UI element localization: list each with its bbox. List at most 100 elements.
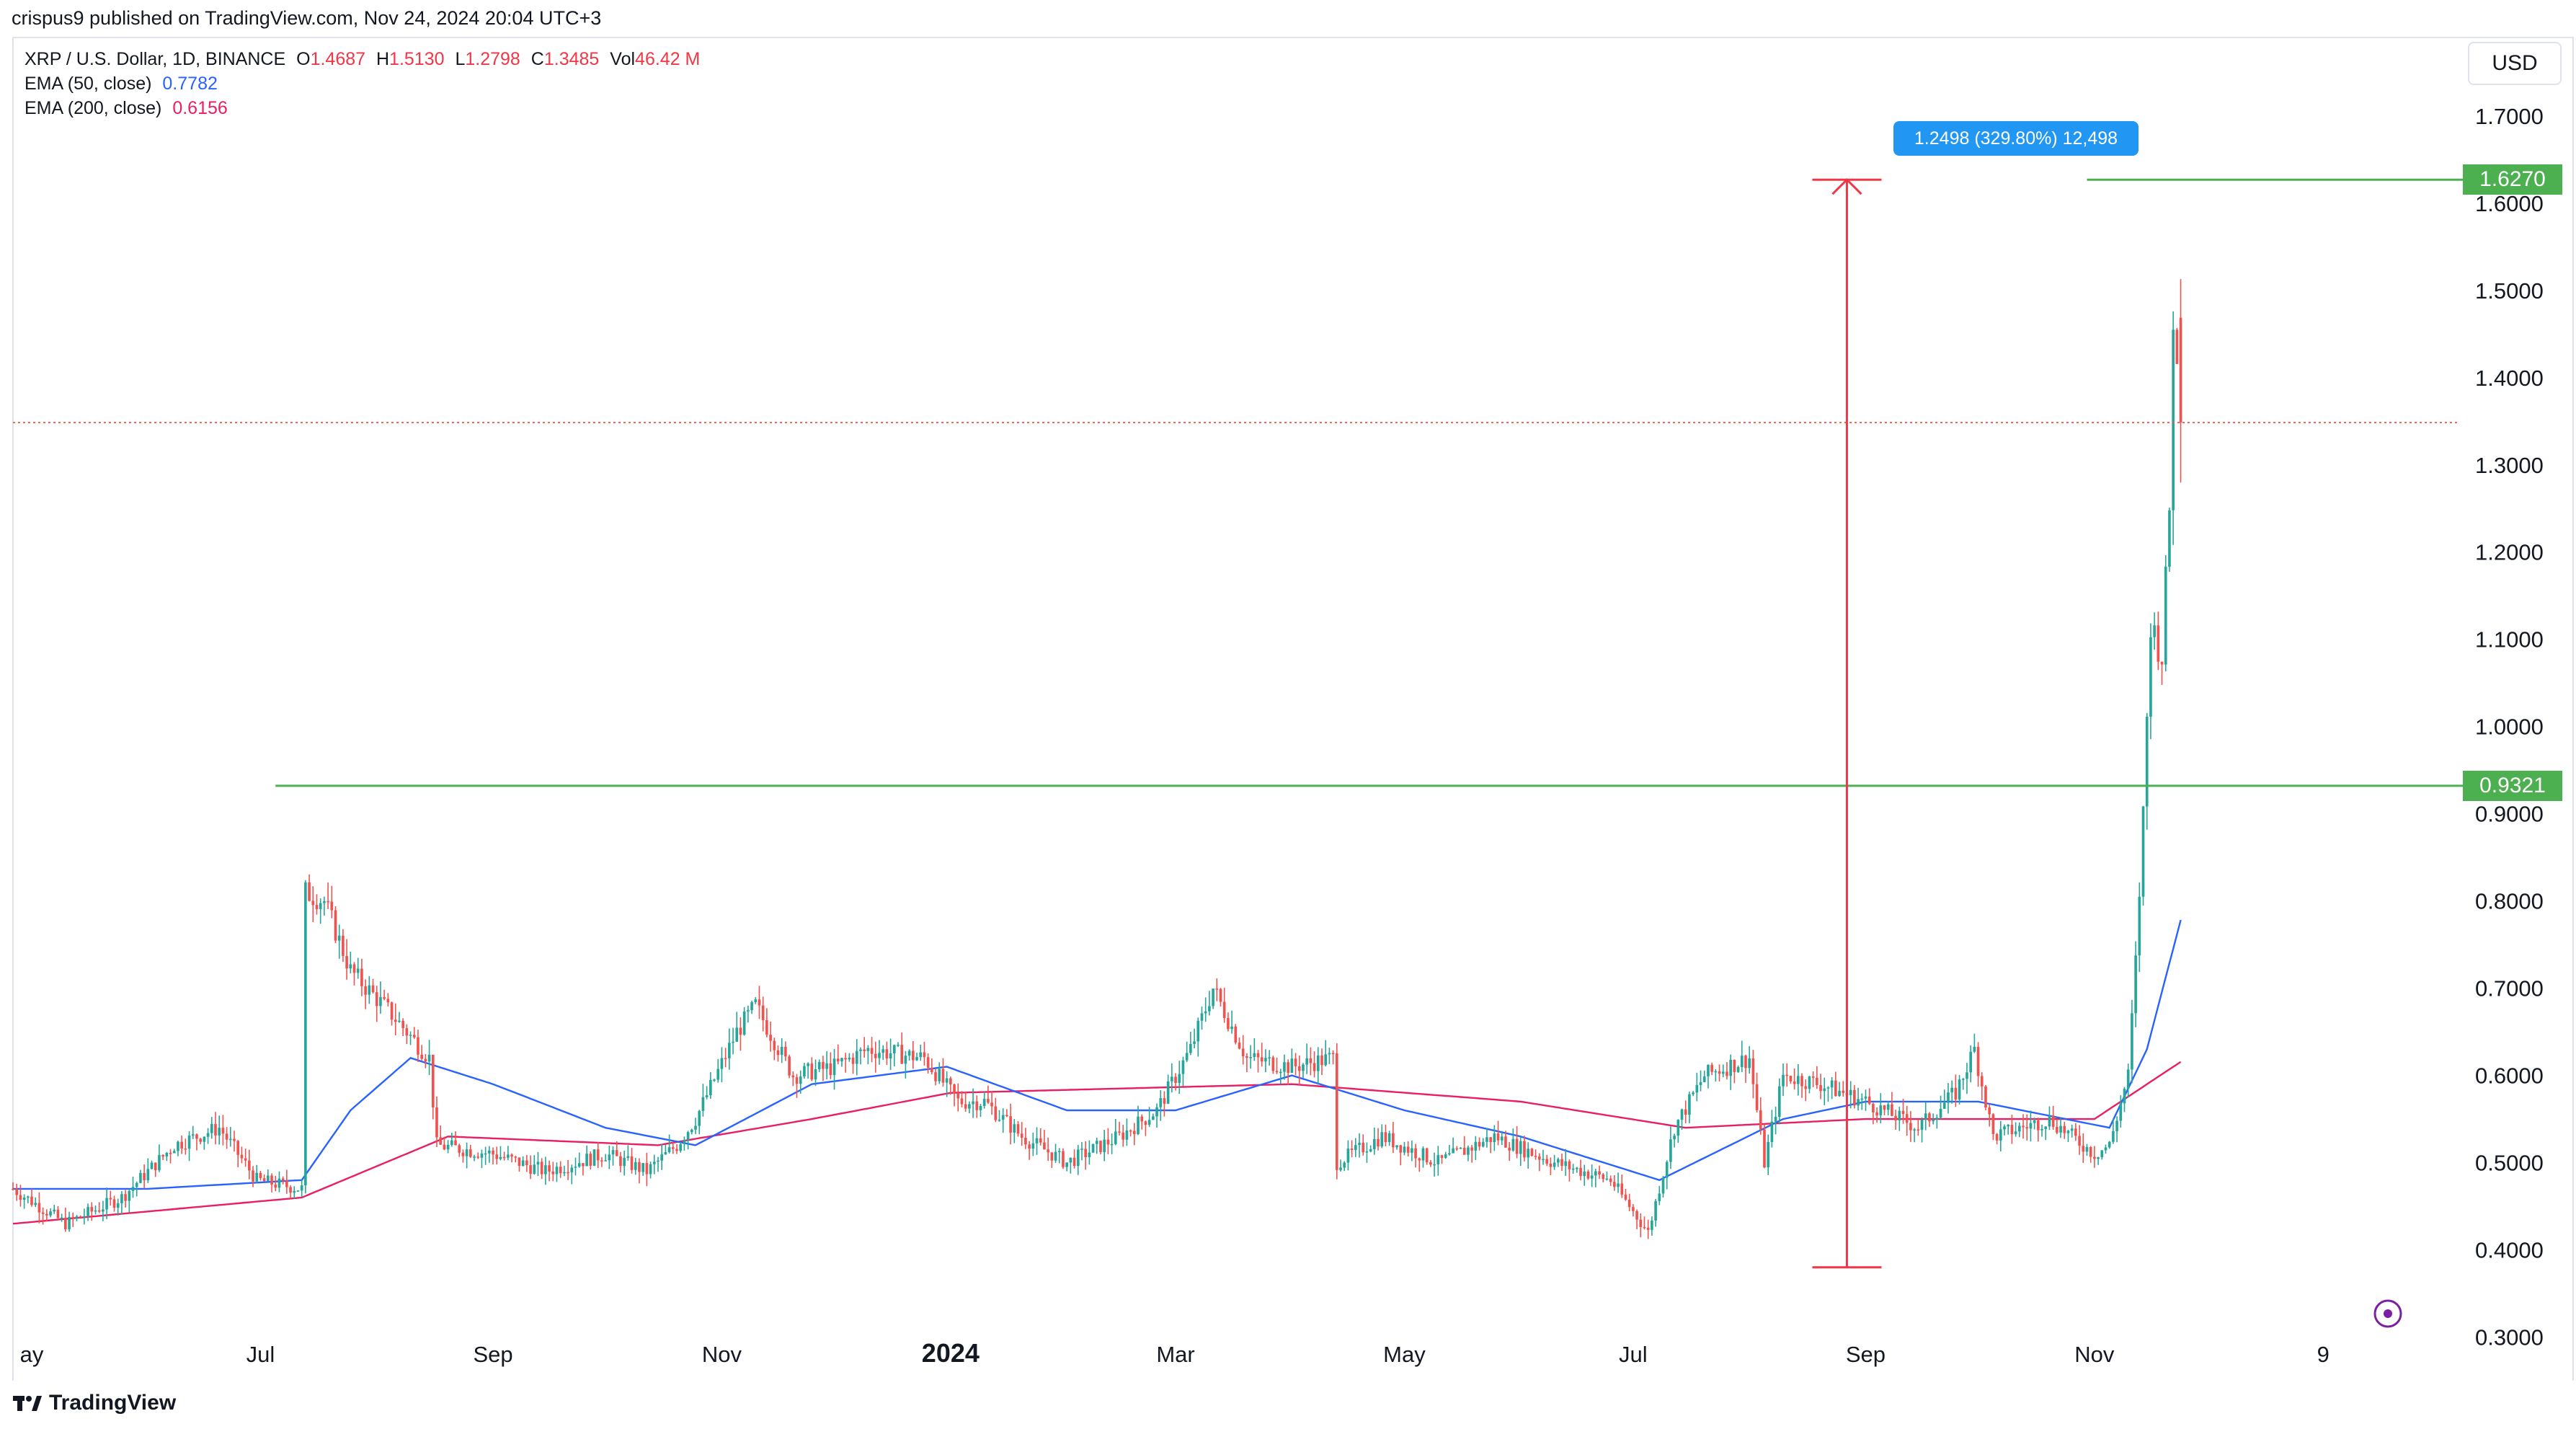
- candle-body: [1695, 1084, 1699, 1093]
- candle-body: [1297, 1066, 1301, 1071]
- candle-body: [807, 1063, 809, 1066]
- candle-body: [634, 1162, 637, 1170]
- candle-body: [1988, 1107, 1991, 1115]
- candle-body: [1047, 1149, 1049, 1153]
- candle-body: [1069, 1157, 1072, 1163]
- candle-body: [1275, 1071, 1279, 1073]
- time-tick-label: Sep: [473, 1342, 512, 1367]
- candle-body: [1808, 1076, 1811, 1089]
- candle-body: [1324, 1054, 1328, 1066]
- legend-c-label: C: [530, 49, 544, 69]
- candle-body: [2066, 1131, 2070, 1133]
- legend-l-label: L: [455, 49, 466, 69]
- candle-body: [2119, 1103, 2123, 1121]
- candle-body: [1586, 1172, 1590, 1179]
- candle-body: [881, 1049, 885, 1053]
- candle-body: [1035, 1138, 1039, 1143]
- candle-body: [829, 1063, 832, 1076]
- candle-body: [1260, 1057, 1263, 1062]
- legend-ema200-row[interactable]: EMA (200, close) 0.6156: [25, 98, 234, 119]
- candle-body: [521, 1160, 525, 1167]
- candle-body: [904, 1056, 907, 1064]
- candle-body: [1436, 1155, 1440, 1164]
- time-axis: ay Jul Sep Nov 2024 Mar May Jul Sep Nov 9: [20, 1338, 2329, 1368]
- candle-body: [1609, 1178, 1612, 1182]
- candle-body: [1212, 988, 1214, 1007]
- candle-body: [1009, 1116, 1012, 1133]
- candle-body: [255, 1172, 259, 1182]
- candle-body: [184, 1149, 187, 1150]
- candle-body: [86, 1207, 89, 1216]
- candle-body: [364, 986, 367, 995]
- candle-body: [75, 1216, 79, 1219]
- candle-body: [570, 1167, 574, 1173]
- candle-body: [982, 1099, 986, 1106]
- currency-button[interactable]: USD: [2468, 42, 2562, 85]
- candle-body: [337, 935, 341, 941]
- candle-body: [1673, 1136, 1676, 1140]
- candle-body: [1935, 1118, 1939, 1120]
- candle-body: [1137, 1116, 1140, 1135]
- candle-body: [1346, 1149, 1350, 1163]
- candle-body: [1954, 1087, 1958, 1100]
- legend-o-value: 1.4687: [310, 49, 366, 69]
- candle-body: [960, 1098, 964, 1105]
- candle-body: [468, 1149, 472, 1157]
- candle-body: [90, 1207, 94, 1212]
- candle-body: [911, 1050, 915, 1061]
- candle-body: [1860, 1098, 1864, 1100]
- candle-body: [1651, 1220, 1653, 1230]
- candle-body: [1245, 1056, 1248, 1058]
- candle-body: [732, 1041, 734, 1043]
- price-tick-label: 1.0000: [2475, 714, 2544, 740]
- candle-body: [1043, 1142, 1046, 1150]
- price-chart[interactable]: 0.3000 0.4000 0.5000 0.6000 0.7000 0.8000 0.90…: [0, 0, 2576, 1381]
- tradingview-logo[interactable]: TradingView: [13, 1391, 176, 1415]
- candle-body: [2172, 329, 2175, 510]
- candle-body: [1969, 1051, 1972, 1073]
- candle-body: [274, 1185, 277, 1188]
- published-info: crispus9 published on TradingView.com, N…: [12, 7, 602, 29]
- settings-target-icon[interactable]: [2373, 1299, 2402, 1328]
- candle-body: [315, 905, 319, 909]
- candle-body: [889, 1053, 892, 1059]
- candle-body: [233, 1138, 236, 1141]
- candle-body: [1729, 1060, 1732, 1076]
- candle-body: [1782, 1074, 1785, 1087]
- candle-body: [1699, 1081, 1702, 1085]
- candle-body: [1826, 1087, 1830, 1089]
- candle-body: [409, 1035, 412, 1036]
- candle-body: [2157, 625, 2160, 662]
- candle-body: [1227, 1018, 1230, 1030]
- candle-body: [1748, 1058, 1751, 1069]
- candle-body: [1811, 1076, 1815, 1078]
- candle-body: [109, 1198, 112, 1200]
- candle-body: [1335, 1053, 1338, 1170]
- candle-body: [754, 999, 758, 1003]
- candle-body: [582, 1163, 585, 1167]
- candle-body: [747, 1010, 750, 1012]
- candle-body: [293, 1190, 296, 1193]
- candle-body: [619, 1156, 622, 1167]
- candle-body: [1774, 1117, 1777, 1122]
- candle-body: [2051, 1115, 2055, 1127]
- candle-body: [97, 1210, 101, 1212]
- time-tick-label: 2024: [922, 1338, 980, 1368]
- candle-body: [907, 1050, 911, 1056]
- candle-body: [1302, 1064, 1305, 1071]
- candle-body: [690, 1129, 693, 1133]
- time-tick-label: Nov: [2074, 1342, 2115, 1367]
- candle-body: [1834, 1080, 1837, 1097]
- candle-body: [1883, 1105, 1886, 1110]
- candle-body: [112, 1199, 116, 1208]
- candle-body: [1013, 1124, 1016, 1133]
- candle-body: [1523, 1141, 1526, 1158]
- candle-body: [1309, 1058, 1313, 1063]
- candle-body: [1537, 1156, 1541, 1160]
- candle-body: [1387, 1133, 1391, 1143]
- candle-body: [979, 1105, 982, 1110]
- candle-body: [1973, 1046, 1976, 1052]
- legend-ema50-row[interactable]: EMA (50, close) 0.7782: [25, 74, 223, 94]
- candle-body: [2093, 1156, 2096, 1159]
- candle-body: [143, 1172, 146, 1180]
